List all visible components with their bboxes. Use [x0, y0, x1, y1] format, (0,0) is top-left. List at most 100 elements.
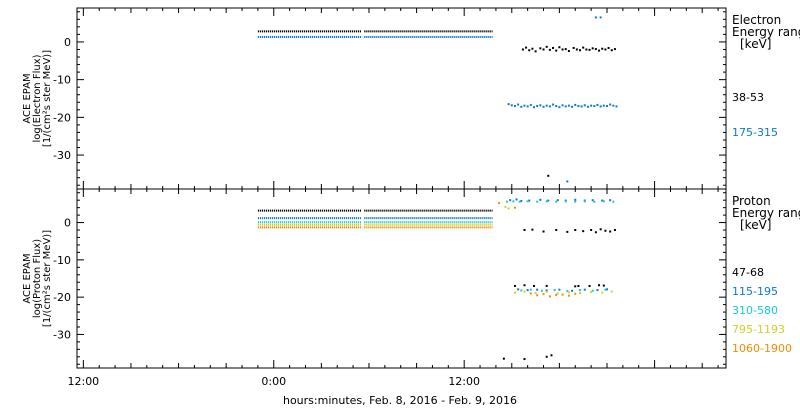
data-point: [523, 284, 526, 287]
y-tick-label: -20: [53, 111, 71, 124]
legend-title-line: Energy range: [732, 25, 800, 39]
data-point: [545, 104, 548, 107]
y-axis-title: ACE EPAM log(Proton Flux) [1/(cm²s ster Me…: [22, 230, 53, 327]
data-point: [542, 48, 545, 51]
data-point: [609, 230, 612, 233]
data-point: [517, 103, 520, 106]
data-point: [539, 47, 542, 50]
data-point: [571, 105, 574, 108]
data-point: [594, 231, 597, 234]
data-point: [558, 46, 561, 49]
data-point: [532, 284, 535, 287]
data-point: [604, 229, 607, 232]
data-point: [555, 105, 558, 108]
data-point: [532, 106, 535, 109]
data-point: [513, 206, 516, 209]
data-point: [556, 292, 559, 295]
data-point: [555, 293, 558, 296]
y-axis-title-line: ACE EPAM: [22, 73, 33, 123]
data-point: [523, 104, 526, 107]
data-point: [579, 292, 582, 295]
data-point: [602, 284, 605, 287]
data-point: [550, 354, 553, 357]
data-point: [502, 357, 505, 360]
data-point: [518, 200, 521, 203]
y-tick-label: -10: [53, 254, 71, 267]
data-point: [564, 48, 567, 51]
data-point: [572, 46, 575, 49]
data-point: [590, 290, 593, 293]
data-point: [609, 103, 612, 106]
data-point: [566, 290, 569, 293]
plot-frame: [76, 188, 727, 369]
y-axis-title-line: log(Proton Flux): [32, 239, 43, 318]
data-point: [564, 105, 567, 108]
legend-title-line: Electron: [732, 13, 781, 27]
y-tick-label: -30: [53, 328, 71, 341]
legend-item: 1060-1900: [732, 342, 792, 355]
data-point: [506, 200, 509, 203]
legend-item: 47-68: [732, 266, 764, 279]
data-point: [574, 200, 577, 203]
series-1060-1900: [257, 202, 577, 298]
x-tick-label: 12:00: [448, 375, 480, 388]
data-point: [604, 48, 607, 51]
data-point: [545, 289, 548, 292]
data-point: [577, 284, 580, 287]
data-point: [542, 105, 545, 108]
data-point: [526, 200, 529, 203]
data-point: [567, 49, 570, 52]
data-point: [604, 288, 607, 291]
data-point: [591, 199, 594, 202]
data-point: [529, 288, 532, 291]
data-point: [602, 104, 605, 107]
y-tick-label: 0: [64, 36, 71, 49]
data-point: [545, 284, 548, 287]
y-tick-label: -30: [53, 149, 71, 162]
data-point: [567, 294, 570, 297]
data-point: [539, 198, 542, 201]
data-point: [510, 104, 513, 107]
legend-item: 795-1193: [732, 323, 785, 336]
data-point: [536, 105, 539, 108]
data-point: [574, 229, 577, 232]
data-point: [548, 295, 551, 298]
data-point: [582, 46, 585, 49]
data-point: [498, 202, 501, 205]
data-point: [556, 199, 559, 202]
data-point: [610, 49, 613, 52]
data-point: [605, 105, 608, 108]
plot-frame: [76, 7, 727, 190]
data-point: [542, 293, 545, 296]
data-point: [599, 228, 602, 231]
data-point: [542, 230, 545, 233]
data-point: [566, 180, 569, 183]
data-point: [575, 48, 578, 51]
data-point: [523, 358, 526, 361]
legend-item: 115-195: [732, 285, 778, 298]
data-point: [558, 106, 561, 109]
data-point: [583, 104, 586, 107]
data-point: [574, 285, 577, 288]
data-point: [591, 289, 594, 292]
data-point: [509, 199, 512, 202]
data-point: [583, 288, 586, 291]
data-point: [512, 200, 515, 203]
data-point: [561, 48, 564, 51]
data-point: [601, 199, 604, 202]
data-point: [552, 46, 555, 49]
x-tick-label: 12:00: [67, 375, 99, 388]
series-47-68: [257, 209, 616, 361]
data-point: [567, 104, 570, 107]
data-point: [504, 205, 507, 208]
data-point: [590, 104, 593, 107]
data-point: [610, 290, 613, 293]
data-point: [588, 48, 591, 51]
data-point: [552, 103, 555, 106]
data-point: [599, 105, 602, 108]
data-point: [558, 288, 561, 291]
